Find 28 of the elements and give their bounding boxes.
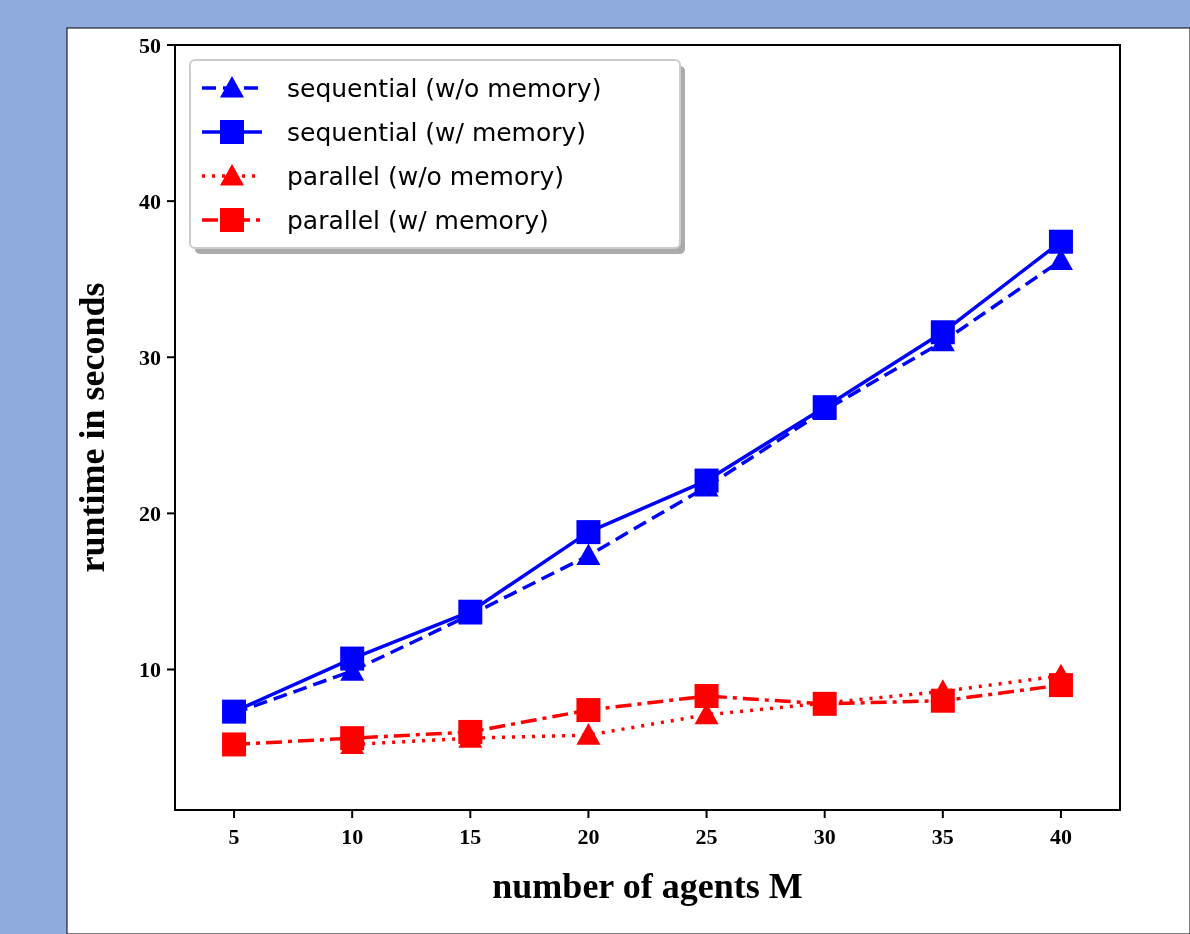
y-tick-label: 30 (139, 344, 161, 370)
legend-label: parallel (w/ memory) (287, 205, 549, 235)
x-tick-label: 25 (695, 824, 718, 849)
point (222, 732, 247, 757)
point (576, 543, 601, 566)
legend-label: parallel (w/o memory) (287, 161, 565, 191)
x-axis-title: number of agents M (492, 866, 803, 906)
point (576, 723, 601, 745)
x-tick-label: 10 (341, 824, 364, 849)
x-tick-label: 20 (577, 824, 600, 849)
point (694, 684, 719, 709)
y-tick-label: 10 (139, 657, 161, 683)
x-tick-label: 35 (931, 824, 954, 849)
y-axis-title: runtime in seconds (72, 282, 112, 573)
legend-label: sequential (w/o memory) (287, 73, 602, 103)
x-tick-label: 30 (813, 824, 836, 849)
point (930, 679, 955, 701)
point (1048, 229, 1073, 254)
point (576, 698, 601, 723)
legend-label: sequential (w/ memory) (287, 117, 587, 147)
point (812, 691, 837, 716)
point (576, 520, 601, 545)
x-tick-label: 15 (459, 824, 482, 849)
y-tick-label: 40 (139, 188, 161, 214)
y-tick-label: 20 (139, 501, 161, 527)
x-tick-label: 5 (228, 824, 240, 849)
y-tick-label: 50 (139, 32, 161, 58)
x-tick-label: 40 (1049, 824, 1072, 849)
